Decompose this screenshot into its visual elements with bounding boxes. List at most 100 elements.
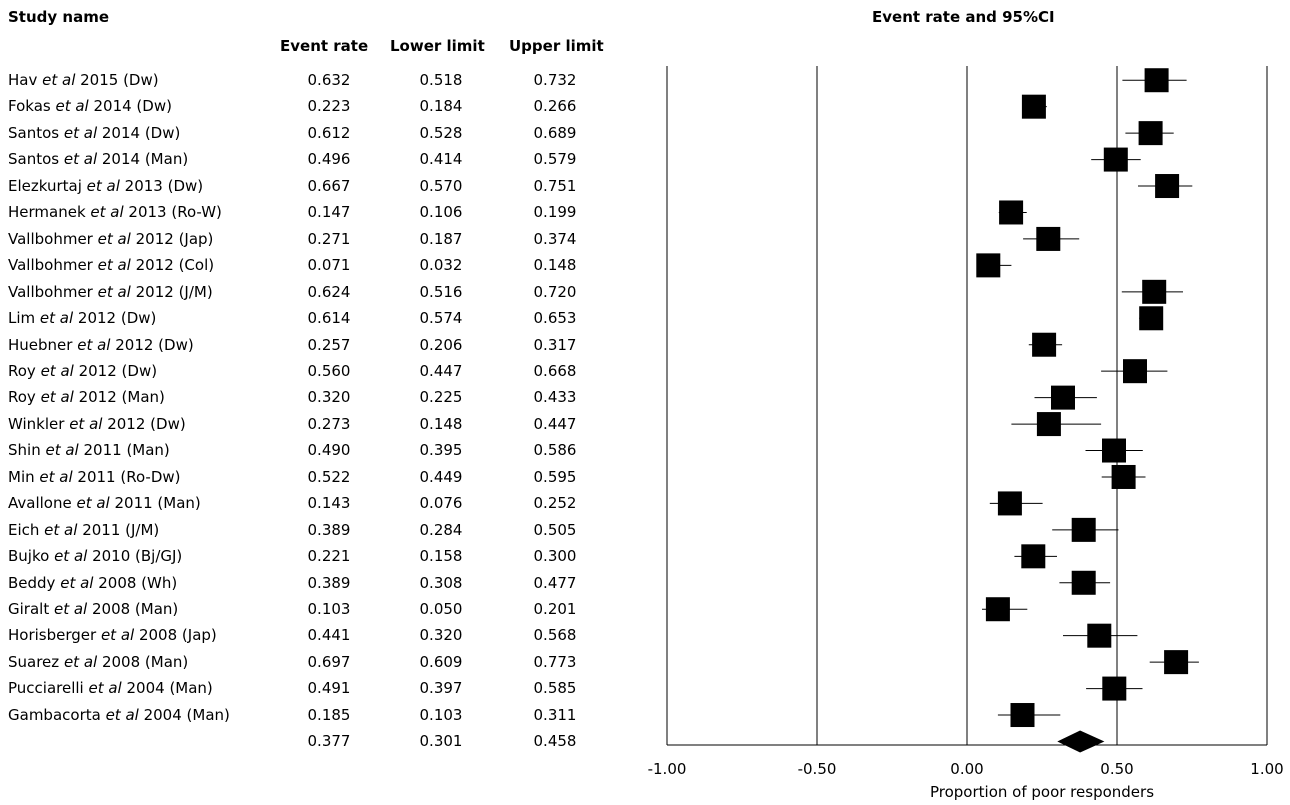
- table-row: Fokas et al 2014 (Dw) 0.223 0.184 0.266: [0, 93, 640, 119]
- table-row: Giralt et al 2008 (Man) 0.103 0.050 0.201: [0, 596, 640, 622]
- study-name: Suarez et al 2008 (Man): [8, 649, 188, 675]
- point-estimate-square: [1138, 121, 1163, 146]
- event-rate-cell: 0.271: [307, 229, 351, 248]
- study-detail: 2004 (Man): [121, 679, 213, 698]
- study-author: Horisberger: [8, 626, 101, 645]
- upper-limit-cell: 0.653: [533, 309, 577, 328]
- point-estimate-square: [985, 597, 1010, 622]
- study-author: Santos: [8, 150, 64, 169]
- upper-limit-cell: 0.595: [533, 467, 577, 486]
- lower-limit-cell: 0.103: [419, 705, 463, 724]
- point-estimate-square: [1051, 385, 1075, 410]
- study-etal: et al: [97, 282, 131, 301]
- study-etal: et al: [76, 494, 110, 513]
- summary-row: 0.377 0.301 0.458: [0, 728, 640, 754]
- event-rate-cell: 0.522: [307, 467, 351, 486]
- lower-limit-cell: 0.609: [419, 652, 463, 671]
- event-rate-cell: 0.667: [307, 176, 351, 195]
- upper-limit-cell: 0.720: [533, 282, 577, 301]
- table-row: Huebner et al 2012 (Dw) 0.257 0.206 0.317: [0, 332, 640, 358]
- upper-limit-cell: 0.477: [533, 573, 577, 592]
- table-row: Shin et al 2011 (Man) 0.490 0.395 0.586: [0, 437, 640, 463]
- table-row: Min et al 2011 (Ro-Dw) 0.522 0.449 0.595: [0, 464, 640, 490]
- point-estimate-square: [1103, 147, 1128, 172]
- lower-limit-cell: 0.447: [419, 361, 463, 380]
- event-rate-cell: 0.697: [307, 652, 351, 671]
- upper-limit-cell: 0.505: [533, 520, 577, 539]
- table-row: Vallbohmer et al 2012 (Jap) 0.271 0.187 0.3…: [0, 226, 640, 252]
- study-name: Bujko et al 2010 (Bj/GJ): [8, 543, 182, 569]
- lower-limit-cell: 0.184: [419, 97, 463, 116]
- study-name: Elezkurtaj et al 2013 (Dw): [8, 173, 203, 199]
- event-rate-header: Event rate: [280, 37, 369, 55]
- study-author: Bujko: [8, 547, 55, 566]
- study-detail: 2014 (Dw): [88, 97, 172, 116]
- table-row: Avallone et al 2011 (Man) 0.143 0.076 0.252: [0, 490, 640, 516]
- study-name: Winkler et al 2012 (Dw): [8, 411, 186, 437]
- upper-limit-cell: 0.751: [533, 176, 577, 195]
- x-tick-label: 1.00: [1250, 760, 1283, 778]
- table-row: Eich et al 2011 (J/M) 0.389 0.284 0.505: [0, 517, 640, 543]
- study-name: Hav et al 2015 (Dw): [8, 67, 159, 93]
- lower-limit-cell: 0.395: [419, 441, 463, 460]
- event-rate-cell: 0.320: [307, 388, 351, 407]
- point-estimate-square: [976, 253, 1001, 278]
- table-row: Vallbohmer et al 2012 (J/M) 0.624 0.516 0.7…: [0, 279, 640, 305]
- study-detail: 2011 (J/M): [77, 520, 160, 539]
- x-tick-label: -1.00: [648, 760, 687, 778]
- study-etal: et al: [40, 388, 74, 407]
- study-etal: et al: [63, 652, 98, 671]
- lower-limit-cell: 0.032: [419, 256, 463, 275]
- table-row: Santos et al 2014 (Man) 0.496 0.414 0.579: [0, 146, 640, 172]
- study-etal: et al: [55, 97, 89, 116]
- point-estimate-square: [999, 200, 1024, 225]
- study-name: Lim et al 2012 (Dw): [8, 305, 156, 331]
- event-rate-cell: 0.496: [307, 150, 351, 169]
- point-estimate-square: [1032, 332, 1057, 357]
- study-etal: et al: [88, 679, 122, 698]
- study-name: Giralt et al 2008 (Man): [8, 596, 178, 622]
- upper-limit-cell: 0.300: [533, 547, 577, 566]
- study-etal: et al: [39, 467, 73, 486]
- table-row: Suarez et al 2008 (Man) 0.697 0.609 0.773: [0, 649, 640, 675]
- point-estimate-square: [1087, 623, 1112, 648]
- study-detail: 2013 (Ro-W): [123, 203, 222, 222]
- study-etal: et al: [77, 335, 111, 354]
- study-author: Vallbohmer: [8, 282, 98, 301]
- event-rate-cell: 0.273: [307, 414, 351, 433]
- study-detail: 2011 (Man): [78, 441, 170, 460]
- upper-limit-cell: 0.668: [533, 361, 577, 380]
- event-rate-cell: 0.612: [307, 123, 351, 142]
- x-tick-label: 0.00: [950, 760, 983, 778]
- point-estimate-square: [1144, 68, 1169, 93]
- study-name: Gambacorta et al 2004 (Man): [8, 702, 230, 728]
- study-detail: 2008 (Man): [97, 652, 189, 671]
- upper-limit-cell: 0.773: [533, 652, 577, 671]
- study-name: Vallbohmer et al 2012 (Jap): [8, 226, 213, 252]
- study-detail: 2012 (Dw): [102, 414, 186, 433]
- study-etal: et al: [100, 626, 135, 645]
- upper-limit-header: Upper limit: [509, 37, 604, 55]
- point-estimate-square: [1139, 306, 1164, 331]
- study-name: Horisberger et al 2008 (Jap): [8, 622, 217, 648]
- x-tick-label: -0.50: [798, 760, 837, 778]
- event-rate-cell: 0.103: [307, 600, 351, 618]
- study-detail: 2012 (Dw): [110, 335, 194, 354]
- lower-limit-cell: 0.308: [419, 573, 463, 592]
- event-rate-cell: 0.614: [307, 309, 351, 328]
- upper-limit-cell: 0.586: [533, 441, 577, 460]
- lower-limit-cell: 0.397: [419, 679, 463, 698]
- event-rate-cell: 0.257: [307, 335, 351, 354]
- upper-limit-cell: 0.148: [533, 256, 577, 275]
- summary-lower-cell: 0.301: [419, 732, 463, 751]
- event-rate-cell: 0.223: [307, 97, 351, 116]
- lower-limit-header: Lower limit: [390, 37, 485, 55]
- study-author: Vallbohmer: [8, 229, 98, 248]
- study-name: Beddy et al 2008 (Wh): [8, 570, 177, 596]
- point-estimate-square: [1021, 544, 1046, 569]
- lower-limit-cell: 0.516: [419, 282, 463, 301]
- study-etal: et al: [45, 441, 79, 460]
- upper-limit-cell: 0.579: [533, 150, 577, 169]
- study-etal: et al: [105, 705, 139, 724]
- table-row: Bujko et al 2010 (Bj/GJ) 0.221 0.158 0.300: [0, 543, 640, 569]
